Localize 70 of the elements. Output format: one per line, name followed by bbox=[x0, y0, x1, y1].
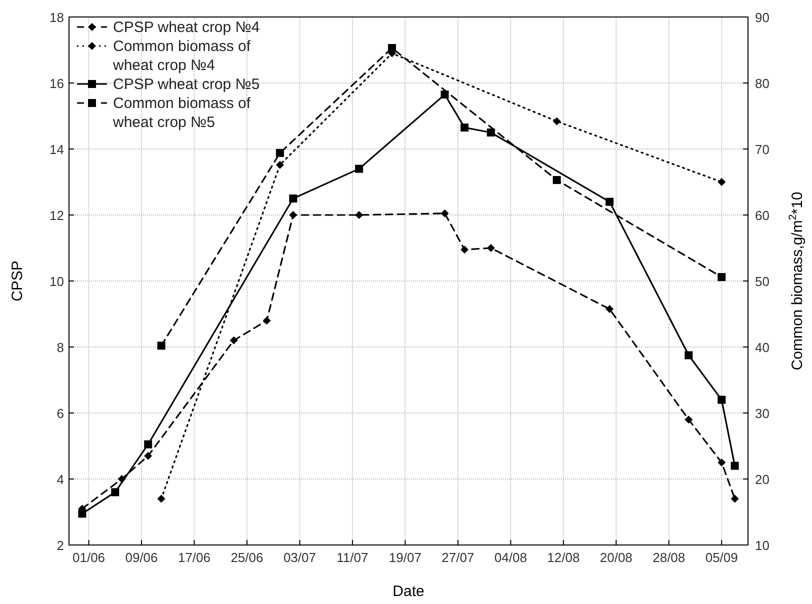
y-tick-label: 4 bbox=[56, 472, 64, 487]
y-tick-label: 12 bbox=[50, 208, 64, 223]
y-tick-label: 14 bbox=[50, 142, 64, 157]
y2-tick-label: 90 bbox=[755, 10, 770, 25]
y2-tick-label: 70 bbox=[755, 142, 770, 157]
x-tick-label: 25/06 bbox=[230, 550, 264, 565]
y-tick-label: 6 bbox=[56, 406, 64, 421]
y2-tick-label: 20 bbox=[755, 472, 770, 487]
point bbox=[276, 160, 284, 169]
point bbox=[486, 244, 495, 252]
x-tick-label: 09/06 bbox=[125, 550, 158, 565]
legend-label: Common biomass of wheat crop №4 bbox=[112, 38, 252, 74]
point bbox=[718, 273, 726, 282]
point bbox=[718, 458, 726, 466]
y2-tick-label: 40 bbox=[755, 340, 770, 355]
point bbox=[276, 148, 284, 157]
x-tick-label: 12/08 bbox=[547, 550, 580, 565]
point bbox=[606, 198, 614, 206]
y-tick-label: 8 bbox=[56, 340, 64, 355]
point bbox=[552, 176, 561, 184]
legend-label: CPSP wheat crop №5 bbox=[113, 76, 260, 93]
point bbox=[718, 396, 726, 404]
legend-label: Common biomass of wheat crop №5 bbox=[112, 95, 252, 131]
point bbox=[355, 164, 364, 173]
point bbox=[388, 44, 396, 52]
point bbox=[157, 342, 166, 350]
x-tick-label: 19/07 bbox=[388, 550, 422, 565]
point bbox=[730, 462, 739, 470]
y-tick-label: 10 bbox=[50, 274, 64, 289]
point bbox=[718, 178, 726, 186]
x-tick-label: 03/07 bbox=[283, 550, 316, 565]
y2-tick-label: 80 bbox=[755, 76, 770, 91]
point bbox=[440, 209, 449, 218]
point bbox=[486, 128, 495, 136]
point bbox=[440, 90, 449, 99]
point bbox=[606, 305, 614, 314]
point bbox=[460, 246, 469, 254]
x-tick-label: 17/06 bbox=[178, 550, 211, 565]
y2-tick-label: 50 bbox=[755, 274, 770, 289]
point bbox=[684, 351, 693, 360]
y-tick-label: 16 bbox=[50, 76, 64, 91]
x-tick-label: 04/08 bbox=[494, 550, 527, 565]
point bbox=[355, 211, 364, 219]
x-tick-label: 01/06 bbox=[72, 550, 106, 565]
point bbox=[78, 510, 86, 518]
y2-tick-label: 60 bbox=[755, 208, 770, 223]
x-tick-label: 11/07 bbox=[336, 550, 368, 565]
point bbox=[144, 440, 152, 448]
x-tick-label: 05/09 bbox=[705, 550, 738, 565]
point bbox=[230, 336, 238, 344]
point bbox=[157, 494, 166, 503]
point bbox=[289, 211, 298, 219]
y2-tick-label: 10 bbox=[755, 538, 770, 553]
y2-tick-label: 30 bbox=[755, 406, 770, 421]
point bbox=[730, 494, 739, 503]
legend-label: CPSP wheat crop №4 bbox=[113, 19, 260, 36]
y-tick-label: 2 bbox=[56, 538, 64, 553]
y-axis-title: CPSP bbox=[9, 260, 26, 302]
x-tick-label: 28/08 bbox=[652, 550, 686, 565]
x-tick-label: 27/07 bbox=[442, 550, 474, 565]
point bbox=[460, 124, 469, 132]
point bbox=[552, 117, 561, 126]
x-tick-label: 20/08 bbox=[600, 550, 632, 565]
point bbox=[111, 488, 120, 496]
x-axis-title: Date bbox=[392, 583, 424, 600]
point bbox=[684, 416, 693, 424]
point bbox=[262, 316, 271, 325]
y-tick-label: 18 bbox=[50, 10, 64, 25]
point bbox=[289, 194, 298, 202]
point bbox=[144, 452, 152, 460]
